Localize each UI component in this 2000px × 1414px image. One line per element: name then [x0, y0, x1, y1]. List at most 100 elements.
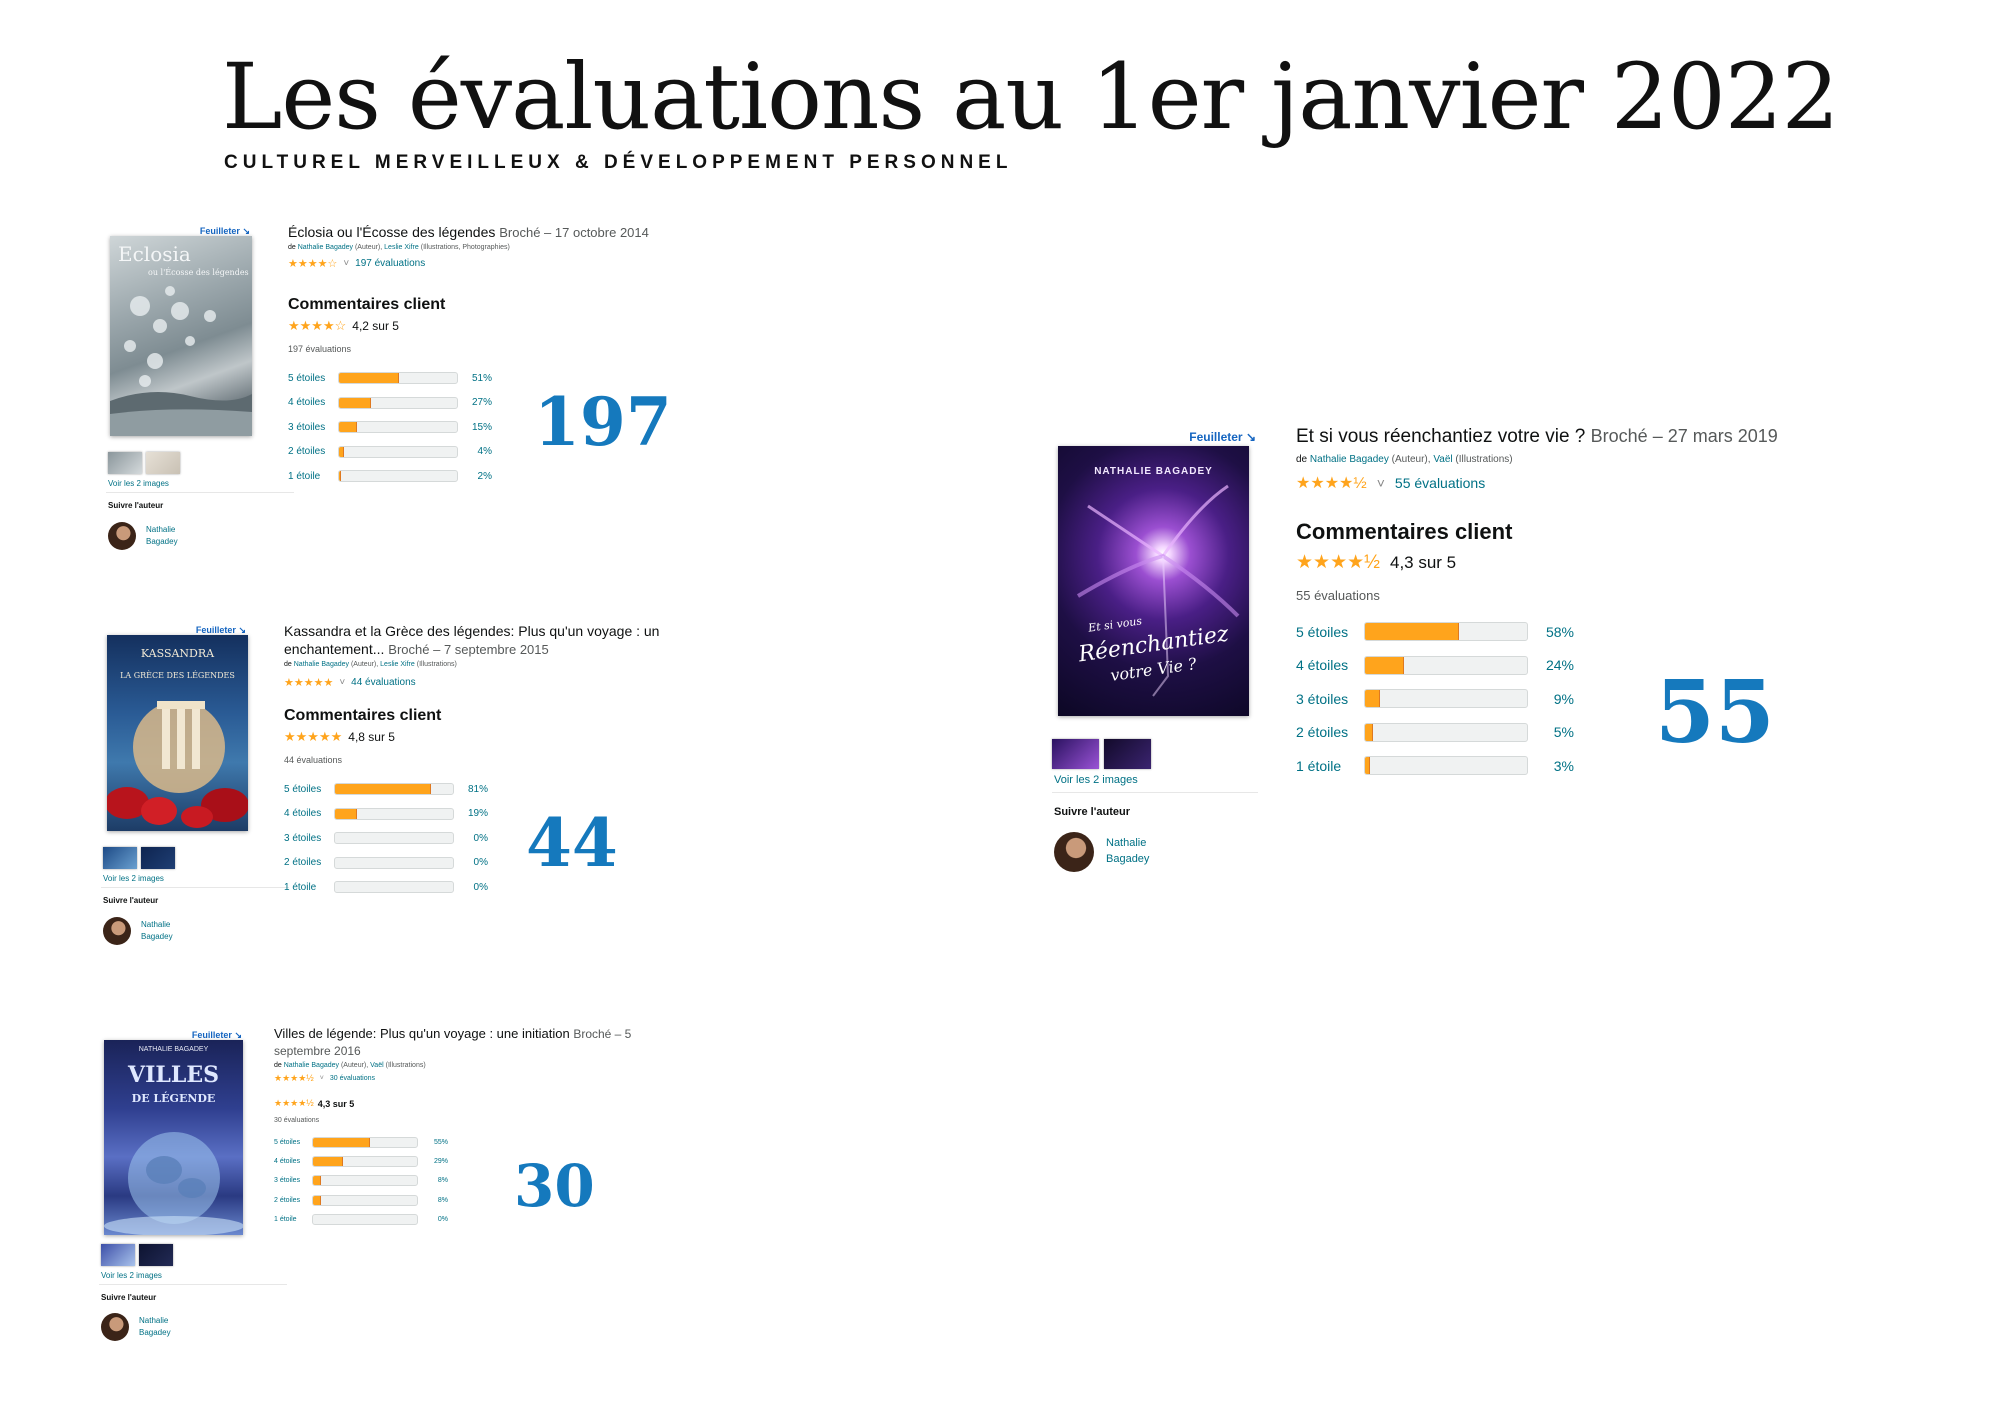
histogram-row[interactable]: 3 étoiles 15% [288, 415, 708, 440]
chevron-down-icon[interactable]: ˅ [1376, 475, 1385, 491]
author-follow[interactable]: Nathalie Bagadey [103, 917, 173, 945]
histogram-row[interactable]: 5 étoiles 51% [288, 366, 708, 391]
histogram-row[interactable]: 4 étoiles 27% [288, 391, 708, 416]
histogram-row[interactable]: 5 étoiles 81% [284, 777, 704, 802]
ratings-link[interactable]: 44 évaluations [351, 677, 416, 688]
voir-images-link[interactable]: Voir les 2 images [1054, 774, 1138, 786]
histogram-row[interactable]: 1 étoile 3% [1296, 749, 1856, 783]
author-name[interactable]: Nathalie Bagadey [1106, 837, 1150, 865]
histogram-label[interactable]: 1 étoile [288, 470, 321, 482]
book-cover[interactable]: KASSANDRA LA GRÈCE DES LÉGENDES [107, 635, 248, 831]
histogram-bar[interactable] [334, 881, 454, 894]
histogram-row[interactable]: 5 étoiles 58% [1296, 615, 1856, 649]
histogram-bar[interactable] [1364, 722, 1528, 742]
histogram-label[interactable]: 3 étoiles [288, 421, 326, 433]
thumbnail[interactable] [101, 1244, 135, 1266]
histogram-bar[interactable] [312, 1137, 418, 1149]
book-cover[interactable]: NATHALIE BAGADEY VILLES DE LÉGENDE [104, 1040, 243, 1235]
histogram-row[interactable]: 2 étoiles 0% [284, 851, 704, 876]
author-link[interactable]: Nathalie Bagadey [283, 1062, 340, 1069]
histogram-row[interactable]: 1 étoile 0% [284, 875, 704, 900]
histogram-row[interactable]: 3 étoiles 0% [284, 826, 704, 851]
book-title[interactable]: Et si vous réenchantiez votre vie ? [1296, 426, 1586, 447]
chevron-down-icon[interactable]: ˅ [319, 1075, 324, 1082]
histogram-row[interactable]: 2 étoiles 5% [1296, 716, 1856, 750]
star-rating-icon[interactable]: ★★★★½ [1296, 475, 1367, 492]
star-rating-icon[interactable]: ★★★★★ [284, 677, 334, 689]
histogram-label[interactable]: 3 étoiles [1296, 690, 1349, 707]
histogram-percent[interactable]: 55% [433, 1139, 448, 1147]
histogram-label[interactable]: 4 étoiles [1296, 657, 1349, 674]
histogram-percent[interactable]: 15% [471, 421, 492, 433]
book-title[interactable]: Éclosia ou l'Écosse des légendes [288, 224, 496, 240]
thumbnail[interactable] [141, 847, 175, 869]
book-title-continued[interactable]: enchantement... [284, 641, 385, 657]
author-follow[interactable]: Nathalie Bagadey [101, 1313, 171, 1341]
book-cover[interactable]: Eclosia ou l'Écosse des légendes [110, 236, 252, 436]
histogram-bar[interactable] [338, 421, 458, 434]
histogram-percent[interactable]: 3% [1553, 757, 1574, 774]
histogram-percent[interactable]: 29% [433, 1158, 448, 1166]
feuilleter-button[interactable]: Feuilleter ↘ [199, 226, 250, 236]
histogram-row[interactable]: 1 étoile 2% [288, 464, 708, 489]
contributor-link[interactable]: Leslie Xifre [384, 244, 419, 251]
histogram-row[interactable]: 2 étoiles 4% [288, 440, 708, 465]
histogram-label[interactable]: 5 étoiles [274, 1139, 301, 1147]
author-link[interactable]: Nathalie Bagadey [297, 244, 354, 251]
histogram-percent[interactable]: 19% [467, 808, 488, 820]
histogram-label[interactable]: 2 étoiles [288, 446, 326, 458]
thumbnail[interactable] [103, 847, 137, 869]
book-title[interactable]: Kassandra et la Grèce des légendes: Plus… [284, 623, 660, 639]
histogram-bar[interactable] [312, 1213, 418, 1225]
histogram-percent[interactable]: 2% [477, 470, 492, 482]
book-title[interactable]: Villes de légende: Plus qu'un voyage : u… [274, 1026, 570, 1041]
star-rating-icon[interactable]: ★★★★½ [274, 1073, 314, 1083]
histogram-bar[interactable] [334, 856, 454, 869]
histogram-bar[interactable] [334, 832, 454, 845]
histogram-row[interactable]: 2 étoiles 8% [274, 1191, 714, 1210]
histogram-percent[interactable]: 58% [1545, 623, 1574, 640]
histogram-percent[interactable]: 5% [1553, 724, 1574, 741]
histogram-bar[interactable] [1364, 756, 1528, 776]
histogram-label[interactable]: 2 étoiles [1296, 724, 1349, 741]
feuilleter-button[interactable]: Feuilleter ↘ [195, 625, 246, 635]
voir-images-link[interactable]: Voir les 2 images [101, 1271, 162, 1280]
histogram-bar[interactable] [1364, 655, 1528, 675]
ratings-link[interactable]: 197 évaluations [355, 258, 426, 269]
book-cover[interactable]: NATHALIE BAGADEY Et si vous Réenchantiez… [1058, 446, 1249, 716]
histogram-percent[interactable]: 8% [437, 1177, 448, 1185]
thumbnail[interactable] [1104, 739, 1151, 769]
contributor-link[interactable]: Vaël [1433, 454, 1453, 465]
author-link[interactable]: Nathalie Bagadey [293, 661, 350, 668]
thumbnail[interactable] [108, 452, 142, 474]
histogram-percent[interactable]: 8% [437, 1196, 448, 1204]
histogram-label[interactable]: 5 étoiles [1296, 623, 1349, 640]
histogram-label[interactable]: 5 étoiles [284, 783, 322, 795]
star-rating-icon[interactable]: ★★★★☆ [288, 258, 338, 270]
histogram-bar[interactable] [338, 396, 458, 409]
histogram-label[interactable]: 4 étoiles [274, 1158, 301, 1166]
author-follow[interactable]: Nathalie Bagadey [108, 522, 178, 550]
histogram-percent[interactable]: 9% [1553, 690, 1574, 707]
histogram-bar[interactable] [312, 1175, 418, 1187]
author-name[interactable]: Nathalie Bagadey [139, 1316, 171, 1337]
histogram-row[interactable]: 3 étoiles 8% [274, 1171, 714, 1190]
histogram-bar[interactable] [338, 445, 458, 458]
author-name[interactable]: Nathalie Bagadey [146, 525, 178, 546]
histogram-bar[interactable] [334, 807, 454, 820]
histogram-row[interactable]: 4 étoiles 24% [1296, 649, 1856, 683]
histogram-bar[interactable] [1364, 622, 1528, 642]
histogram-label[interactable]: 1 étoile [274, 1215, 297, 1223]
histogram-label[interactable]: 5 étoiles [288, 372, 326, 384]
histogram-label[interactable]: 1 étoile [284, 881, 317, 893]
histogram-label[interactable]: 4 étoiles [288, 397, 326, 409]
contributor-link[interactable]: Vaël [370, 1062, 384, 1069]
chevron-down-icon[interactable]: ˅ [339, 677, 346, 688]
feuilleter-button[interactable]: Feuilleter ↘ [191, 1030, 242, 1040]
histogram-percent[interactable]: 0% [473, 857, 488, 869]
voir-images-link[interactable]: Voir les 2 images [108, 479, 169, 488]
avatar[interactable] [101, 1313, 129, 1341]
avatar[interactable] [103, 917, 131, 945]
histogram-percent[interactable]: 0% [473, 881, 488, 893]
histogram-label[interactable]: 1 étoile [1296, 757, 1342, 774]
